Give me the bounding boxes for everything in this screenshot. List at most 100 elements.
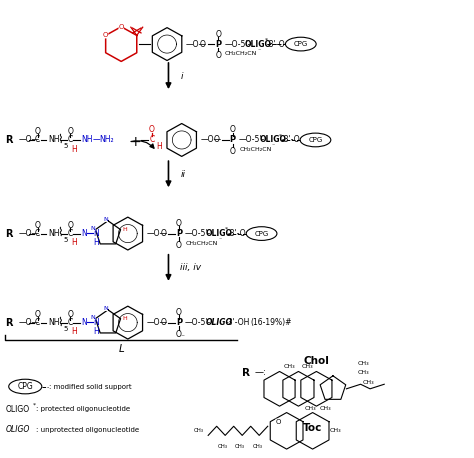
- Text: P: P: [215, 39, 221, 49]
- Text: H: H: [93, 327, 99, 336]
- Text: ⁻: ⁻: [181, 332, 185, 341]
- Text: ii: ii: [180, 170, 185, 179]
- Text: —O—: —O—: [18, 318, 40, 327]
- Text: CH₃: CH₃: [283, 364, 295, 369]
- Text: —O—: —O—: [147, 229, 168, 238]
- Text: H: H: [71, 327, 77, 336]
- Text: H: H: [71, 145, 77, 153]
- Text: O: O: [230, 147, 236, 156]
- Text: H: H: [71, 238, 77, 247]
- Text: CH₃: CH₃: [304, 406, 316, 411]
- Text: ⁻: ⁻: [218, 238, 221, 243]
- Text: —O—: —O—: [201, 136, 222, 144]
- Text: NH: NH: [48, 229, 59, 238]
- Text: OLIGO: OLIGO: [5, 425, 30, 434]
- Text: N: N: [81, 229, 87, 238]
- Ellipse shape: [285, 37, 316, 51]
- Text: OLIGO: OLIGO: [5, 405, 29, 414]
- Text: O: O: [67, 310, 73, 319]
- Text: -3'-OH: -3'-OH: [225, 318, 249, 327]
- Text: OLIGO: OLIGO: [260, 136, 287, 144]
- Text: Toc: Toc: [303, 423, 322, 433]
- Text: O: O: [103, 33, 109, 38]
- Text: O: O: [275, 419, 281, 425]
- Ellipse shape: [300, 133, 331, 147]
- Text: CH₃: CH₃: [357, 371, 369, 376]
- Text: C: C: [35, 318, 40, 327]
- Text: O: O: [35, 127, 40, 136]
- Text: CH₃: CH₃: [329, 428, 341, 433]
- Text: CPG: CPG: [308, 137, 323, 143]
- Text: O: O: [176, 308, 182, 317]
- Text: N: N: [103, 306, 108, 311]
- Text: —O—: —O—: [18, 229, 40, 238]
- Text: C: C: [67, 229, 73, 238]
- Text: CH₃: CH₃: [362, 380, 374, 385]
- Text: N: N: [91, 315, 95, 320]
- Text: O: O: [200, 39, 205, 49]
- Text: R: R: [5, 135, 13, 145]
- Text: —O-5'-: —O-5'-: [239, 136, 265, 144]
- Text: : protected oligonucleotide: : protected oligonucleotide: [36, 406, 130, 412]
- Text: CH₃: CH₃: [218, 444, 228, 448]
- Text: O: O: [149, 125, 155, 134]
- Text: CH₃: CH₃: [319, 406, 331, 411]
- Text: CH₂CH₂CN: CH₂CH₂CN: [185, 240, 218, 245]
- Text: O: O: [176, 330, 182, 339]
- Text: NH: NH: [48, 136, 59, 144]
- Text: O: O: [118, 24, 124, 30]
- Text: H: H: [122, 227, 127, 232]
- Text: iii, iv: iii, iv: [180, 263, 201, 273]
- Text: —O—: —O—: [147, 318, 168, 327]
- Text: O: O: [176, 241, 182, 250]
- Polygon shape: [283, 371, 314, 406]
- Text: —:: —:: [255, 368, 267, 377]
- Polygon shape: [270, 413, 303, 449]
- Text: : unprotected oligonucleotide: : unprotected oligonucleotide: [36, 427, 139, 433]
- Text: *: *: [225, 227, 228, 232]
- Polygon shape: [301, 371, 332, 406]
- Text: O: O: [35, 221, 40, 230]
- Text: O: O: [160, 318, 166, 327]
- Text: N: N: [93, 229, 99, 238]
- Text: Chol: Chol: [303, 356, 329, 366]
- Text: O: O: [215, 51, 221, 60]
- Text: P: P: [176, 318, 182, 327]
- Text: OLIGO: OLIGO: [206, 318, 233, 327]
- Text: R: R: [5, 317, 13, 327]
- Text: CH₃: CH₃: [193, 428, 203, 433]
- Text: NH: NH: [48, 318, 59, 327]
- Text: O: O: [35, 310, 40, 319]
- Text: P: P: [176, 229, 182, 238]
- Text: O: O: [160, 229, 166, 238]
- Text: ⌇: ⌇: [57, 226, 63, 239]
- Text: R: R: [5, 229, 13, 239]
- Text: —: —: [93, 136, 100, 144]
- Text: —O—: —O—: [186, 39, 207, 49]
- Text: -3'-O: -3'-O: [228, 229, 246, 238]
- Polygon shape: [264, 371, 295, 406]
- Text: —O-5'-: —O-5'-: [224, 39, 250, 49]
- Text: : modified solid support: : modified solid support: [49, 383, 132, 390]
- Text: CPG: CPG: [18, 382, 33, 391]
- Text: *: *: [33, 402, 36, 407]
- Text: R: R: [242, 368, 250, 378]
- Text: —O-5'-: —O-5'-: [185, 318, 211, 327]
- Text: 5: 5: [63, 143, 67, 149]
- Text: CH₃: CH₃: [252, 444, 263, 448]
- Text: N: N: [81, 318, 87, 327]
- Text: -3'-O: -3'-O: [282, 136, 300, 144]
- Text: NH: NH: [81, 136, 92, 144]
- Text: N: N: [103, 217, 108, 222]
- Text: 5: 5: [63, 326, 67, 332]
- Text: O: O: [230, 125, 236, 134]
- Text: H: H: [93, 238, 99, 247]
- Text: CPG: CPG: [255, 230, 269, 237]
- Text: O: O: [67, 221, 73, 230]
- Text: ⌇: ⌇: [57, 132, 63, 146]
- Text: CPG: CPG: [294, 41, 308, 47]
- Text: C: C: [149, 136, 155, 144]
- Text: NH₂: NH₂: [99, 136, 114, 144]
- Text: ⌇: ⌇: [57, 315, 63, 328]
- Text: N: N: [91, 226, 95, 231]
